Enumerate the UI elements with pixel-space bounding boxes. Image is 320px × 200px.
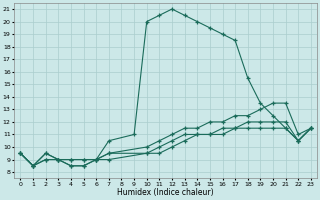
X-axis label: Humidex (Indice chaleur): Humidex (Indice chaleur) bbox=[117, 188, 214, 197]
